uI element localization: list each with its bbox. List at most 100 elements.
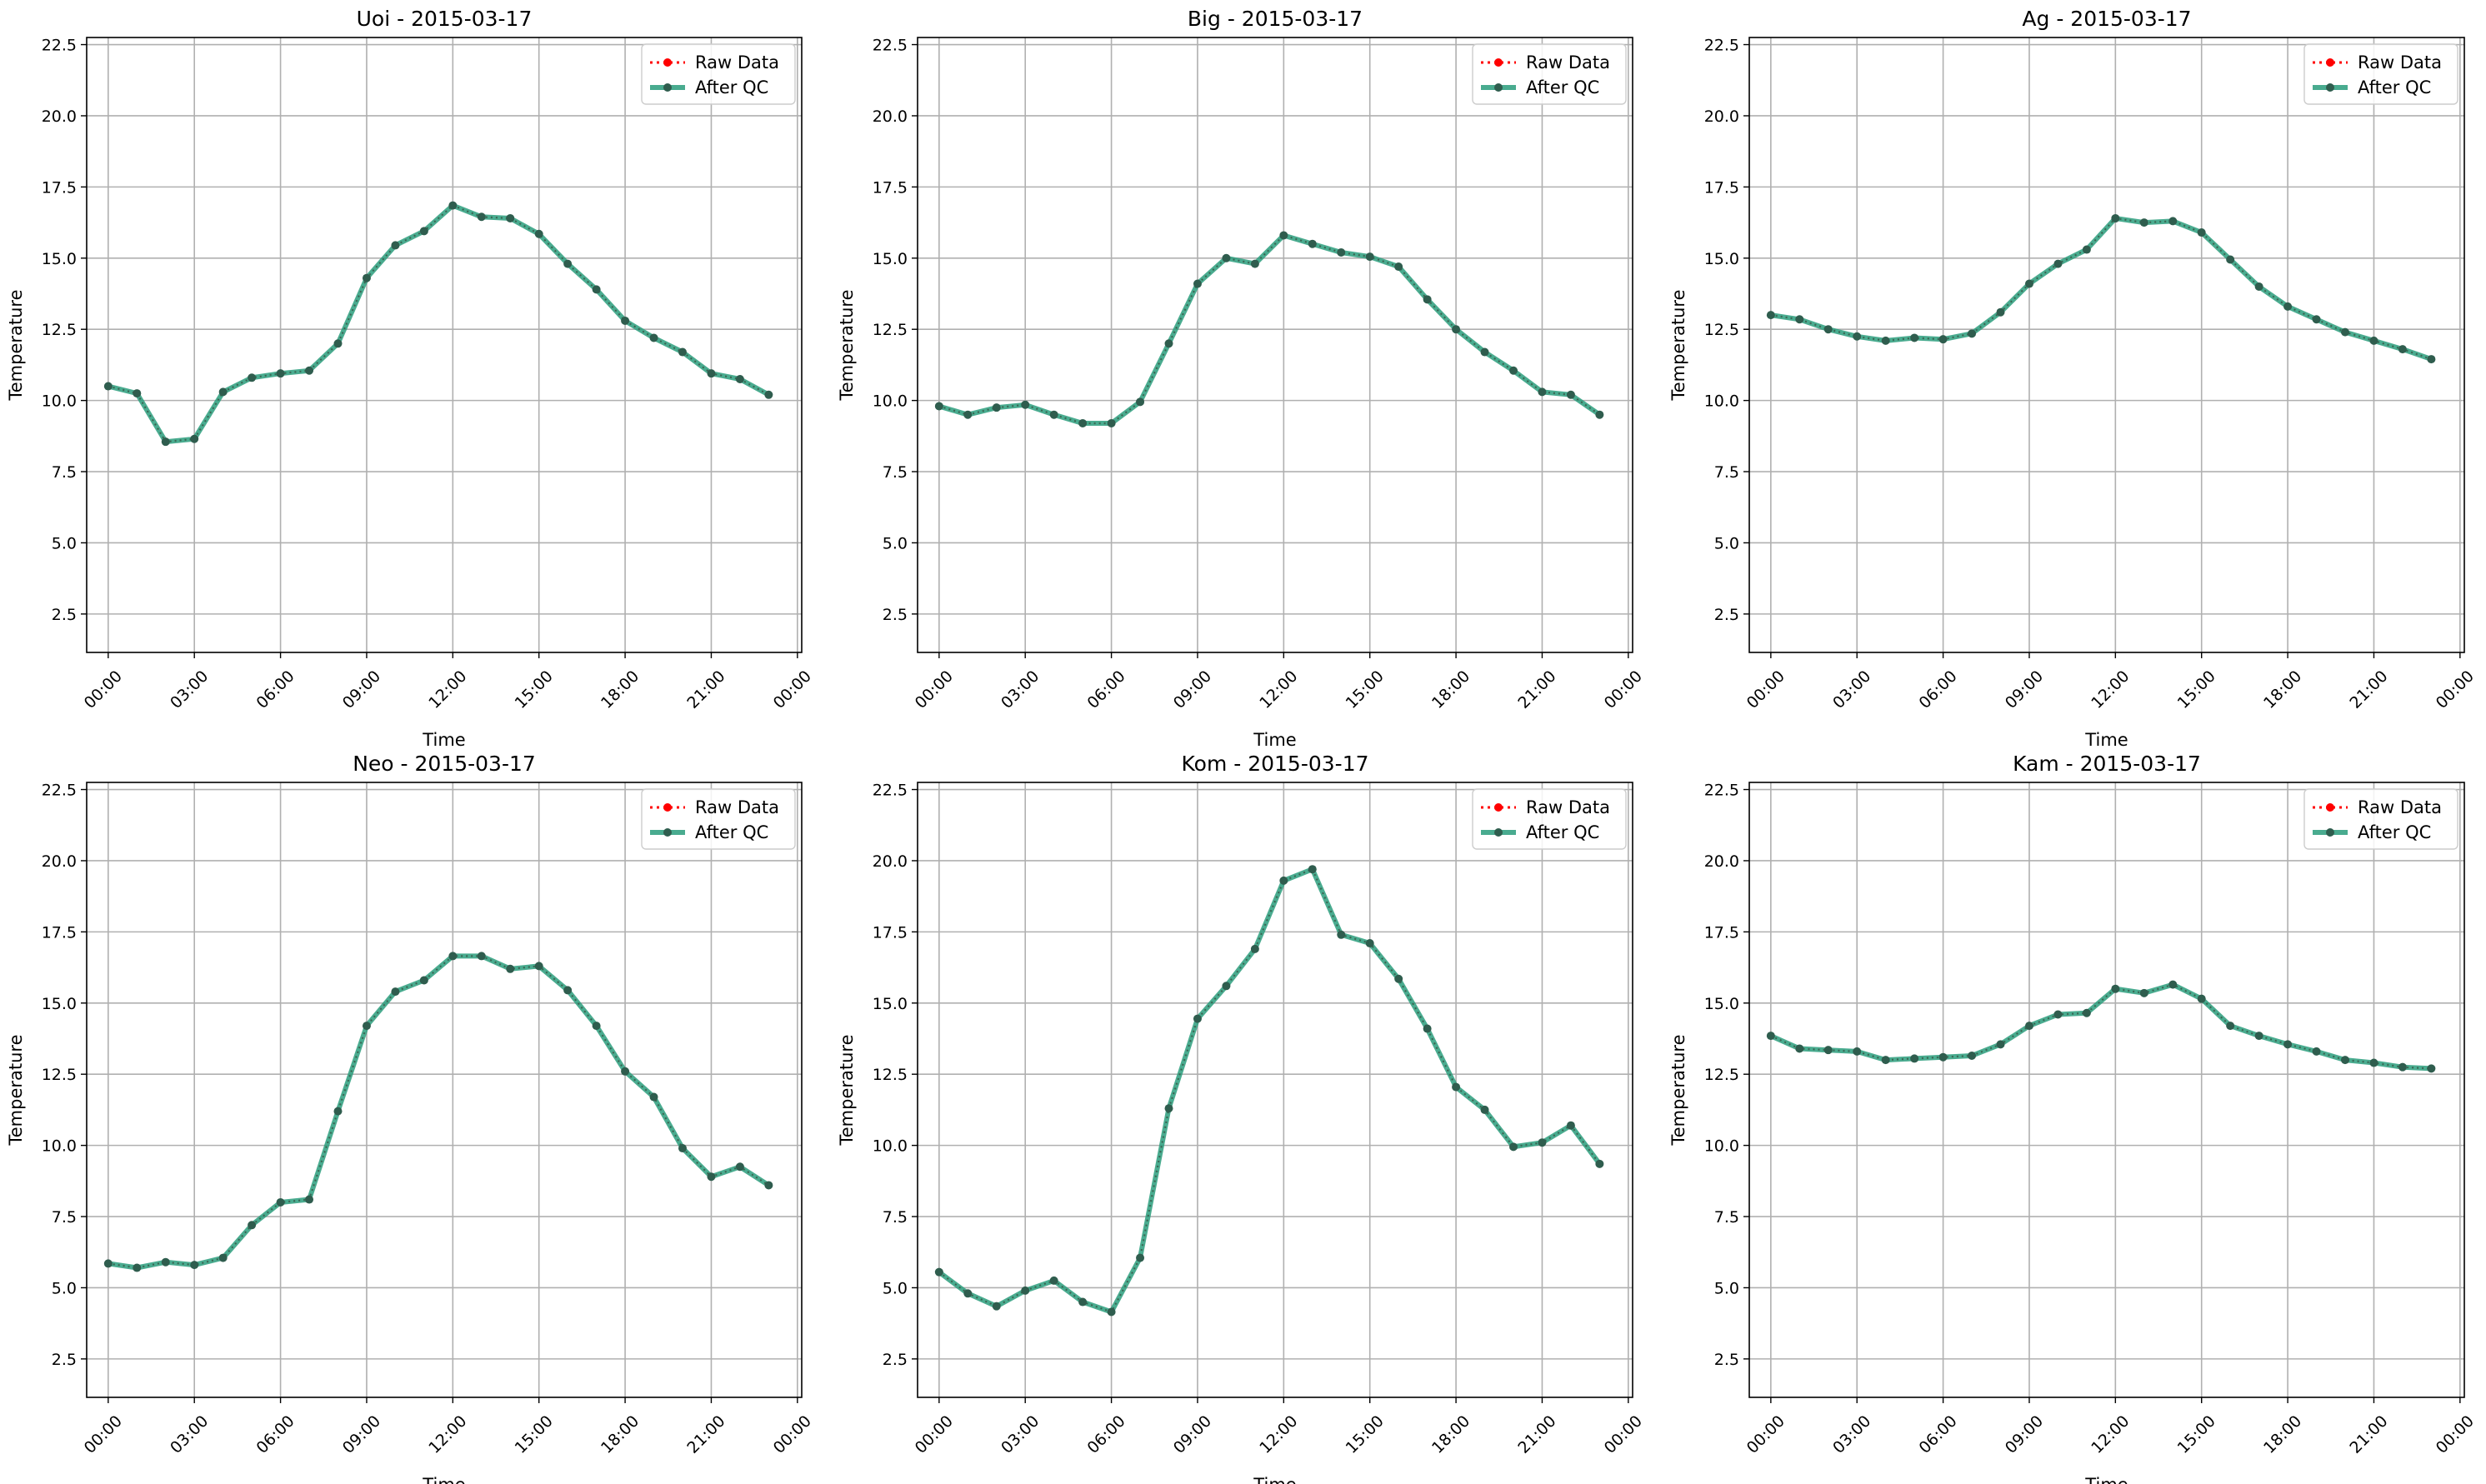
data-point [1193, 1014, 1202, 1023]
data-point [1480, 1105, 1489, 1114]
data-point [1853, 332, 1862, 341]
data-point [1996, 307, 2005, 317]
data-point [1853, 1047, 1862, 1056]
x-tick-label: 00:00 [1743, 1412, 1788, 1457]
data-point [2082, 1008, 2091, 1017]
data-point [563, 259, 573, 268]
x-tick-label: 00:00 [1743, 667, 1788, 712]
y-tick-label: 5.0 [1714, 1279, 1739, 1297]
axes-frame [86, 782, 803, 1398]
data-point [1766, 311, 1775, 320]
x-tick-label: 03:00 [1829, 1412, 1874, 1457]
x-tick-label: 00:00 [81, 667, 126, 712]
x-tick-label: 12:00 [425, 1412, 470, 1457]
data-point [2369, 1058, 2378, 1067]
data-point [1222, 253, 1231, 262]
y-tick-label: 12.5 [873, 321, 908, 339]
y-tick-label: 15.0 [42, 250, 77, 268]
y-tick-label: 15.0 [873, 995, 908, 1013]
data-point [305, 1195, 314, 1204]
data-point [1308, 239, 1317, 248]
data-point [992, 403, 1001, 412]
legend-marker-raw-data [2326, 58, 2334, 67]
data-point [2427, 355, 2436, 364]
x-tick-label: 03:00 [167, 667, 212, 712]
data-point [1968, 1052, 1977, 1060]
data-point [391, 987, 400, 997]
series-line-raw-data [108, 204, 769, 443]
data-point [2312, 315, 2321, 324]
data-point [2254, 1032, 2263, 1041]
y-tick-label: 12.5 [42, 321, 77, 339]
x-tick-label: 21:00 [1514, 1412, 1559, 1457]
data-point [1766, 1032, 1775, 1041]
data-point [963, 410, 973, 419]
y-axis-label: Temperature [1668, 1034, 1688, 1146]
chart-title: Big - 2015-03-17 [1188, 7, 1363, 31]
data-point [2283, 302, 2293, 311]
y-tick-label: 2.5 [52, 1351, 77, 1369]
x-tick-label: 15:00 [1343, 1412, 1388, 1457]
data-point [1250, 944, 1259, 953]
data-point [621, 316, 630, 325]
data-point [2254, 282, 2263, 291]
legend-marker-raw-data [663, 58, 672, 67]
y-tick-label: 17.5 [873, 923, 908, 942]
x-tick-label: 18:00 [598, 667, 643, 712]
chart-panel: 2.5 5.0 7.5 10.0 12.5 15.0 17.5 20.0 22.5 00:00 03… [837, 752, 1646, 1484]
data-point [1910, 333, 1919, 342]
data-point [534, 229, 543, 238]
x-tick-label: 18:00 [598, 1412, 643, 1457]
x-axis-label: Time [2084, 1475, 2128, 1484]
legend-marker-raw-data [1494, 58, 1503, 67]
series-line-after-qc [938, 867, 1602, 1315]
y-tick-label: 2.5 [52, 606, 77, 624]
x-tick-label: 12:00 [2088, 1412, 2133, 1457]
y-tick-label: 22.5 [873, 782, 908, 800]
data-point [333, 1107, 343, 1116]
data-point [1595, 410, 1604, 419]
data-point [1823, 325, 1833, 334]
data-point [2197, 228, 2206, 237]
x-tick-label: 06:00 [253, 1412, 298, 1457]
data-point [506, 964, 515, 973]
y-tick-label: 7.5 [1714, 1208, 1739, 1227]
legend-label-after-qc: After QC [695, 77, 768, 97]
data-point [362, 273, 371, 282]
data-point [1308, 865, 1317, 874]
x-tick-label: 18:00 [2260, 1412, 2305, 1457]
data-point [1823, 1046, 1833, 1055]
data-point [1049, 1276, 1058, 1285]
data-point [2168, 217, 2178, 226]
chart-panel: 2.5 5.0 7.5 10.0 12.5 15.0 17.5 20.0 22.5 00:00 03… [837, 7, 1646, 750]
data-point [2139, 218, 2148, 227]
data-point [764, 390, 773, 399]
data-point [621, 1067, 630, 1076]
x-tick-label: 15:00 [1343, 667, 1388, 712]
data-point [1795, 315, 1804, 324]
data-point [1566, 390, 1575, 399]
data-point [764, 1181, 773, 1190]
data-point [2341, 1056, 2349, 1065]
data-point [563, 986, 573, 995]
x-tick-label: 09:00 [1170, 667, 1215, 712]
series-line-raw-overlay [108, 204, 769, 443]
data-point [276, 1197, 285, 1207]
y-tick-label: 15.0 [1704, 250, 1739, 268]
data-point [2226, 1022, 2235, 1031]
legend-label-after-qc: After QC [2358, 822, 2431, 842]
series-line-after-qc [108, 202, 770, 445]
x-tick-label: 15:00 [512, 1412, 557, 1457]
data-point [2226, 255, 2235, 264]
data-point [2024, 279, 2033, 288]
y-axis-label: Temperature [6, 289, 26, 401]
data-point [1881, 336, 1890, 345]
legend: Raw Data After QC [1472, 43, 1627, 105]
y-tick-label: 5.0 [52, 534, 77, 552]
data-point [103, 382, 113, 391]
data-point [1423, 1024, 1432, 1033]
y-tick-label: 7.5 [883, 1208, 908, 1227]
x-tick-label: 00:00 [912, 667, 957, 712]
x-tick-label: 21:00 [683, 1412, 728, 1457]
y-tick-label: 12.5 [42, 1066, 77, 1084]
